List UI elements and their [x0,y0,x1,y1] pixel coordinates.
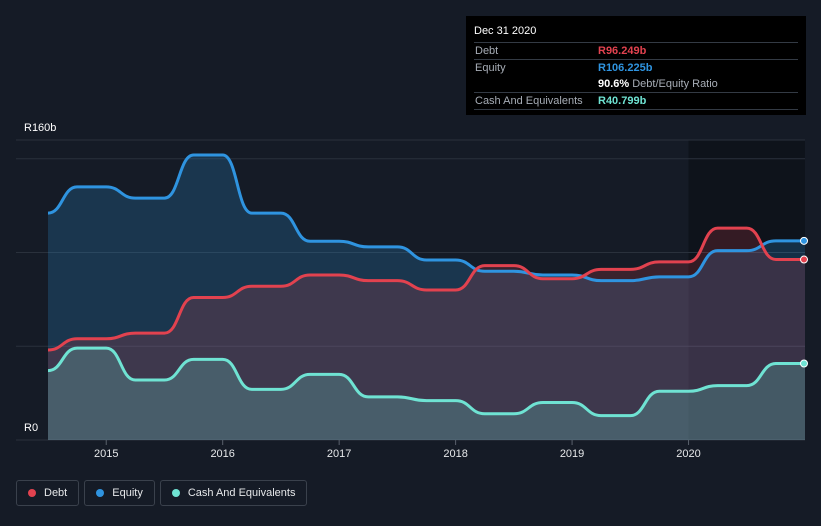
tooltip-debt-value: R96.249b [598,45,647,57]
chart-legend: Debt Equity Cash And Equivalents [16,480,308,506]
line-debt [47,226,805,352]
line-cash-and-equivalents [47,346,805,418]
tooltip-ratio-value: 90.6% [598,78,630,90]
end-point-cash-and-equivalents [800,359,808,368]
legend-dot-equity [96,489,105,497]
y-tick-label-top: R160b [24,122,57,134]
y-tick-label-bottom: R0 [24,422,39,434]
legend-item-equity[interactable]: Equity [84,480,155,506]
tooltip-cash-value: R40.799b [598,95,647,107]
legend-item-cash[interactable]: Cash And Equivalents [159,480,308,506]
tooltip-equity-value: R106.225b [598,62,653,74]
x-tick-label-2019: 2019 [559,448,585,460]
tooltip-row-ratio: 90.6% Debt/Equity Ratio [474,76,798,92]
legend-label-debt: Debt [44,487,68,499]
legend-dot-cash [171,489,180,497]
line-equity [47,153,805,283]
x-tick-label-2018: 2018 [443,448,468,460]
tooltip-row-equity: Equity R106.225b [474,59,798,76]
legend-label-equity: Equity [112,487,143,499]
legend-label-cash: Cash And Equivalents [187,487,296,499]
legend-dot-debt [28,489,36,497]
x-tick-label-2015: 2015 [93,448,119,460]
end-point-equity [800,236,808,245]
highlight-region [688,140,805,440]
legend-item-debt[interactable]: Debt [16,480,80,506]
tooltip-ratio-label: Debt/Equity Ratio [632,78,718,90]
tooltip-row-debt: Debt R96.249b [474,42,798,59]
x-tick-label-2017: 2017 [326,448,352,460]
x-tick-label-2020: 2020 [676,448,701,460]
tooltip-row-cash: Cash And Equivalents R40.799b [474,92,798,110]
tooltip-debt-label: Debt [475,45,499,57]
tooltip-cash-label: Cash And Equivalents [475,95,583,107]
x-tick-label-2016: 2016 [210,448,235,460]
end-point-debt [800,255,808,264]
tooltip-equity-label: Equity [475,62,506,74]
tooltip-panel: Dec 31 2020 Debt R96.249b Equity R106.22… [466,16,806,115]
area-equity [48,155,805,440]
tooltip-date: Dec 31 2020 [474,25,537,37]
